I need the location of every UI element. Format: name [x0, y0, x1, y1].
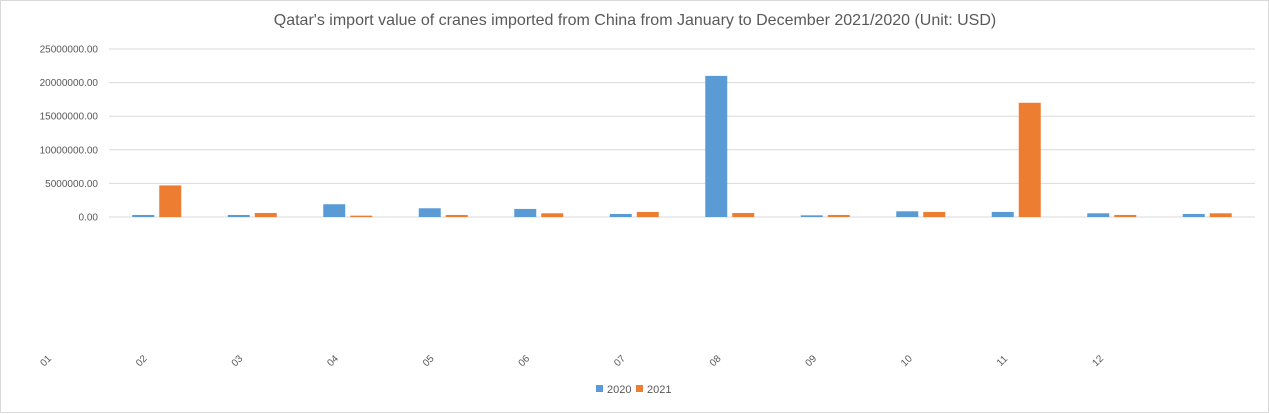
bar-2020-11	[1087, 213, 1110, 217]
bar-2020-02	[227, 214, 250, 217]
chart-title: Qatar's import value of cranes imported …	[274, 12, 996, 29]
y-tick-label: 20000000.00	[40, 78, 99, 89]
bar-2020-12	[1182, 213, 1205, 217]
x-tick-label: 09	[804, 353, 820, 369]
bar-2020-08	[800, 215, 823, 217]
bar-2021-09	[923, 211, 946, 217]
x-tick-label: 11	[995, 353, 1010, 368]
y-tick-label: 10000000.00	[40, 145, 99, 156]
bar-2021-06	[636, 211, 659, 217]
x-tick-label: 06	[517, 353, 533, 369]
y-tick-label: 25000000.00	[40, 45, 99, 56]
legend-swatch-2020	[596, 385, 603, 392]
legend-swatch-2021	[636, 385, 643, 392]
x-tick-label: 05	[421, 353, 437, 369]
x-tick-label: 02	[134, 353, 150, 369]
bar-2020-03	[323, 204, 346, 217]
x-tick-label: 08	[708, 353, 724, 369]
legend: 2020 2021	[596, 384, 671, 396]
bar-2021-04	[445, 214, 468, 217]
legend-label-2021: 2021	[647, 384, 671, 396]
bar-2021-03	[350, 215, 373, 217]
bar-2020-07	[705, 75, 728, 217]
bar-2020-06	[609, 213, 632, 217]
y-tick-label: 5000000.00	[45, 179, 98, 190]
x-tick-label: 10	[899, 353, 915, 369]
y-tick-label: 0.00	[79, 213, 99, 224]
legend-label-2020: 2020	[607, 384, 631, 396]
bar-2020-01	[132, 214, 155, 217]
x-tick-label: 03	[230, 353, 246, 369]
x-tick-label: 12	[1090, 353, 1106, 369]
bar-2020-10	[991, 211, 1014, 217]
bar-2020-05	[514, 208, 537, 217]
bar-2021-12	[1209, 213, 1232, 217]
gridlines	[109, 48, 1255, 218]
bar-2021-11	[1114, 214, 1137, 217]
bar-2021-01	[159, 185, 182, 217]
bar-2021-05	[541, 213, 564, 217]
x-axis-ticks: 01 02 03 04 05 06 07 08 09 10 11 12	[38, 353, 1106, 369]
x-tick-label: 01	[38, 353, 54, 369]
bar-2020-04	[418, 208, 441, 217]
bar-2021-07	[732, 212, 755, 217]
bar-2021-10	[1018, 102, 1041, 217]
x-tick-label: 07	[612, 353, 628, 369]
y-axis-ticks: 0.00 5000000.00 10000000.00 15000000.00 2000…	[40, 45, 99, 224]
bar-2020-09	[896, 211, 919, 217]
bars	[132, 75, 1232, 217]
bar-2021-02	[254, 212, 277, 217]
bar-2021-08	[827, 214, 850, 217]
x-tick-label: 04	[325, 353, 341, 369]
y-tick-label: 15000000.00	[40, 112, 99, 123]
